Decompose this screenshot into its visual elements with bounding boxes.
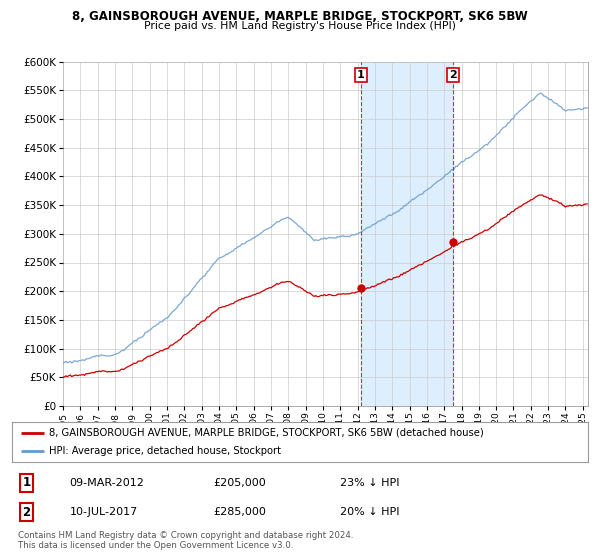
Text: 1: 1 [357,70,365,80]
Text: 8, GAINSBOROUGH AVENUE, MARPLE BRIDGE, STOCKPORT, SK6 5BW (detached house): 8, GAINSBOROUGH AVENUE, MARPLE BRIDGE, S… [49,428,484,437]
Text: £285,000: £285,000 [214,507,266,517]
Text: 1: 1 [22,477,31,489]
Bar [361,62,453,406]
Text: 2: 2 [449,70,457,80]
Text: 2: 2 [22,506,31,519]
Text: 8, GAINSBOROUGH AVENUE, MARPLE BRIDGE, STOCKPORT, SK6 5BW: 8, GAINSBOROUGH AVENUE, MARPLE BRIDGE, S… [72,10,528,23]
Text: HPI: Average price, detached house, Stockport: HPI: Average price, detached house, Stoc… [49,446,281,456]
Text: Price paid vs. HM Land Registry's House Price Index (HPI): Price paid vs. HM Land Registry's House … [144,21,456,31]
Text: 10-JUL-2017: 10-JUL-2017 [70,507,138,517]
Text: 09-MAR-2012: 09-MAR-2012 [70,478,145,488]
Text: 23% ↓ HPI: 23% ↓ HPI [340,478,400,488]
Text: 20% ↓ HPI: 20% ↓ HPI [340,507,400,517]
Text: Contains HM Land Registry data © Crown copyright and database right 2024.
This d: Contains HM Land Registry data © Crown c… [18,530,353,550]
Text: £205,000: £205,000 [214,478,266,488]
